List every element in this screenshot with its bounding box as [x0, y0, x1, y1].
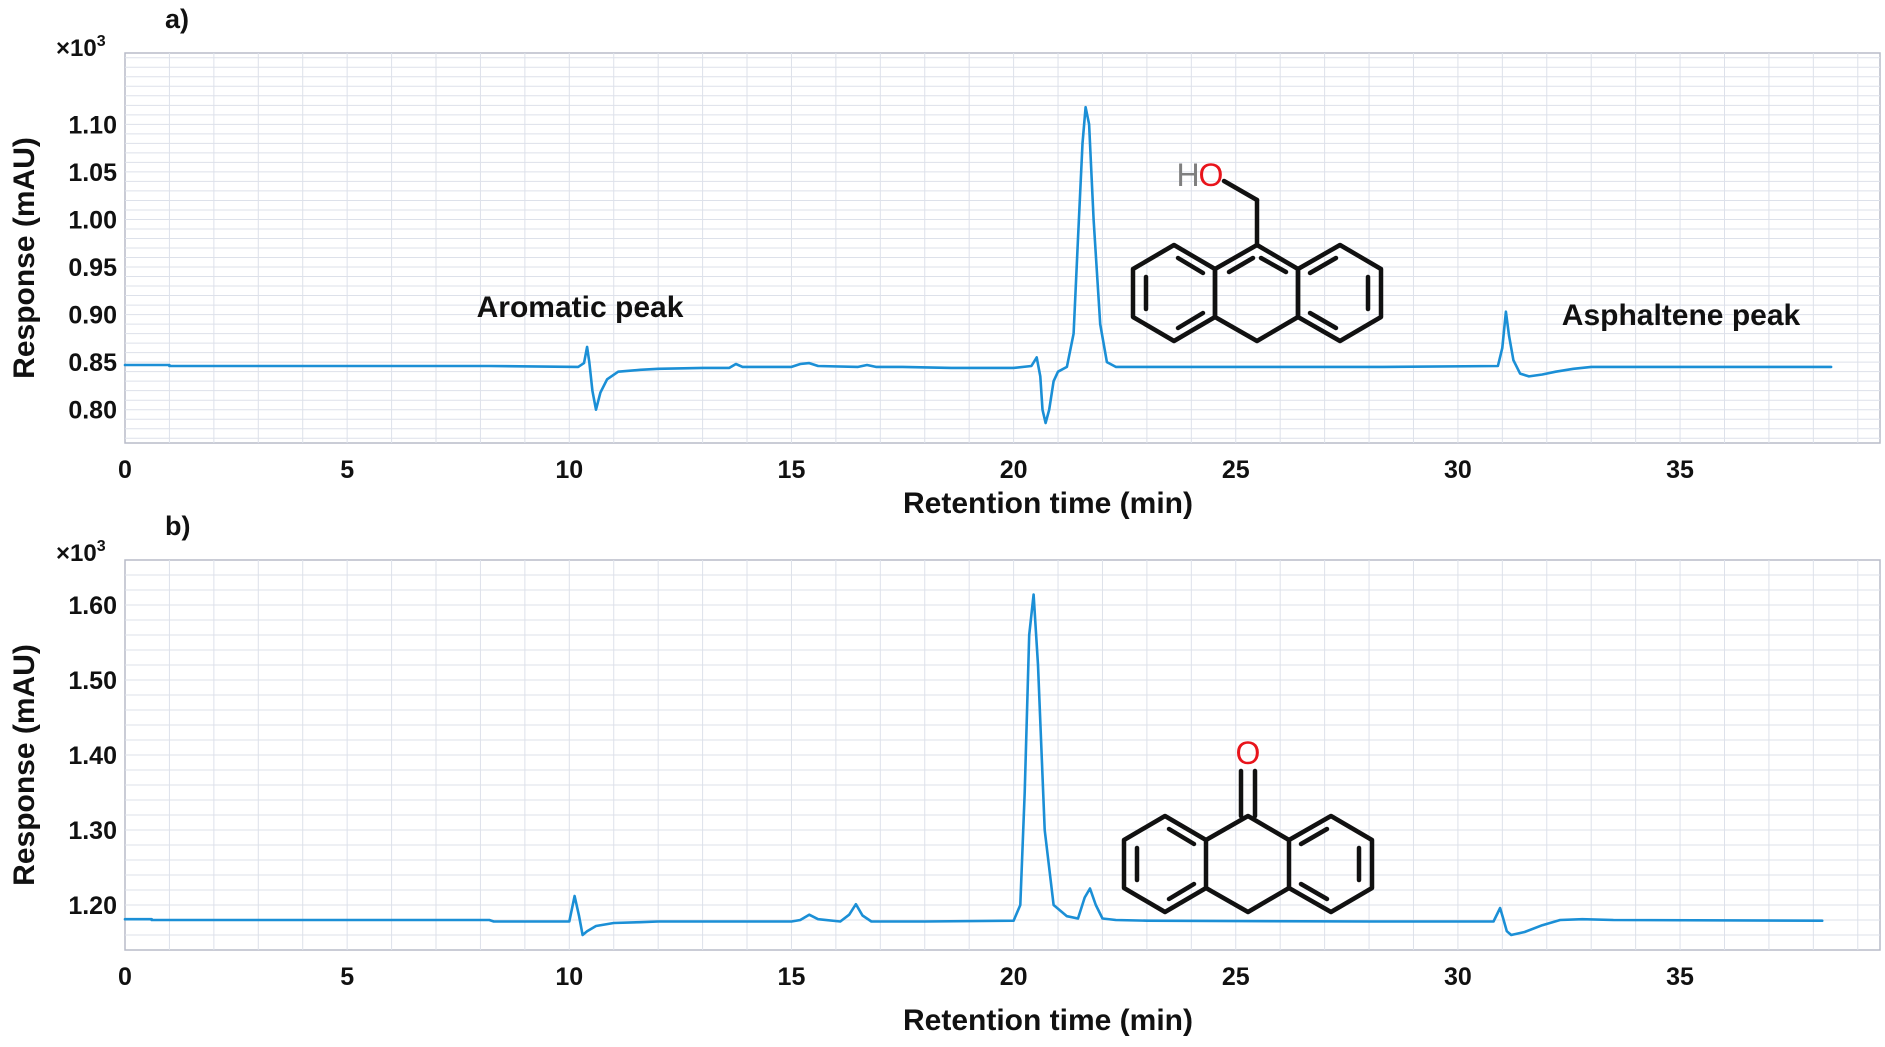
y-tick-label: 1.50	[68, 667, 117, 695]
y-tick-labels-a: 0.80 0.85 0.90 0.95 1.00 1.05 1.10	[68, 111, 117, 424]
chromatogram-panel-a: 0 5 10 15 20 25 30 35 0.80 0.85 0.90 0.95 1.00 1.05 1…	[8, 4, 1881, 520]
anthracenemethanol-structure: H O	[1130, 157, 1384, 344]
chromatogram-trace	[123, 105, 1833, 425]
x-tick-label: 30	[1444, 456, 1472, 484]
double-bond	[1258, 255, 1289, 275]
y-multiplier-base-a: ×10	[56, 35, 97, 62]
x-tick-label: 0	[118, 456, 132, 484]
y-tick-label: 1.40	[68, 742, 117, 770]
double-bond	[1175, 310, 1206, 331]
aromatic-peak-label: Aromatic peak	[477, 291, 684, 324]
chromatogram-panel-b: 0 5 10 15 20 25 30 35 1.20 1.30 1.40 1.50 1.60 b) ×…	[8, 511, 1881, 1037]
y-multiplier-a: ×103	[56, 33, 106, 62]
y-tick-label: 0.95	[68, 254, 117, 282]
double-bond	[1298, 881, 1330, 902]
ring-right	[1295, 242, 1384, 344]
y-tick-label: 1.05	[68, 159, 117, 187]
y-tick-label: 0.90	[68, 302, 117, 330]
ring-middle	[1203, 885, 1292, 915]
x-tick-label: 0	[118, 963, 132, 991]
y-tick-label: 1.30	[68, 817, 117, 845]
double-bond	[1226, 255, 1256, 275]
x-tick-label: 15	[778, 963, 806, 991]
double-bond	[1307, 310, 1339, 331]
panel-label-a: a)	[165, 4, 189, 34]
x-tick-label: 15	[778, 456, 806, 484]
x-tick-label: 35	[1666, 456, 1694, 484]
chromatogram-trace	[123, 593, 1824, 937]
y-multiplier-exp-a: 3	[97, 33, 106, 50]
trace-container-b	[123, 593, 1824, 937]
x-axis-title-a: Retention time (min)	[903, 487, 1193, 520]
x-axis-title-b: Retention time (min)	[903, 1004, 1193, 1037]
panel-label-b: b)	[165, 511, 190, 541]
c-o-bond	[1221, 178, 1260, 203]
y-tick-labels-b: 1.20 1.30 1.40 1.50 1.60	[68, 592, 117, 920]
grid-a	[125, 53, 1880, 443]
x-tick-label: 25	[1222, 963, 1250, 991]
y-tick-label: 1.20	[68, 892, 117, 920]
trace-container-a	[123, 105, 1833, 425]
x-tick-label: 5	[340, 963, 354, 991]
asphaltene-peak-label: Asphaltene peak	[1562, 299, 1801, 332]
y-multiplier-b: ×103	[56, 538, 106, 567]
x-tick-label: 10	[555, 963, 583, 991]
y-tick-label: 1.10	[68, 111, 117, 139]
y-tick-label: 1.00	[68, 206, 117, 234]
y-tick-label: 1.60	[68, 592, 117, 620]
y-multiplier-exp-b: 3	[97, 538, 106, 555]
x-tick-label: 30	[1444, 963, 1472, 991]
ring-middle	[1203, 813, 1292, 843]
double-bond	[1298, 826, 1330, 847]
y-multiplier-base-b: ×10	[56, 540, 97, 567]
double-bond	[1166, 826, 1197, 847]
oxygen-atom: O	[1199, 157, 1224, 193]
x-tick-label: 20	[1000, 963, 1028, 991]
x-tick-label: 20	[1000, 456, 1028, 484]
oxygen-atom: O	[1236, 735, 1261, 771]
x-tick-labels-b: 0 5 10 15 20 25 30 35	[118, 963, 1694, 991]
y-tick-label: 0.80	[68, 397, 117, 425]
double-bond	[1166, 881, 1197, 902]
x-tick-label: 25	[1222, 456, 1250, 484]
double-bond	[1307, 255, 1339, 276]
x-tick-label: 5	[340, 456, 354, 484]
y-axis-title-b: Response (mAU)	[8, 644, 41, 886]
x-tick-labels-a: 0 5 10 15 20 25 30 35	[118, 456, 1694, 484]
x-tick-label: 10	[555, 456, 583, 484]
hydrogen-atom: H	[1176, 157, 1199, 193]
anthrone-structure: O	[1121, 735, 1375, 915]
double-bond	[1175, 255, 1206, 276]
y-tick-label: 0.85	[68, 349, 117, 377]
x-tick-label: 35	[1666, 963, 1694, 991]
y-axis-title-a: Response (mAU)	[8, 137, 41, 379]
